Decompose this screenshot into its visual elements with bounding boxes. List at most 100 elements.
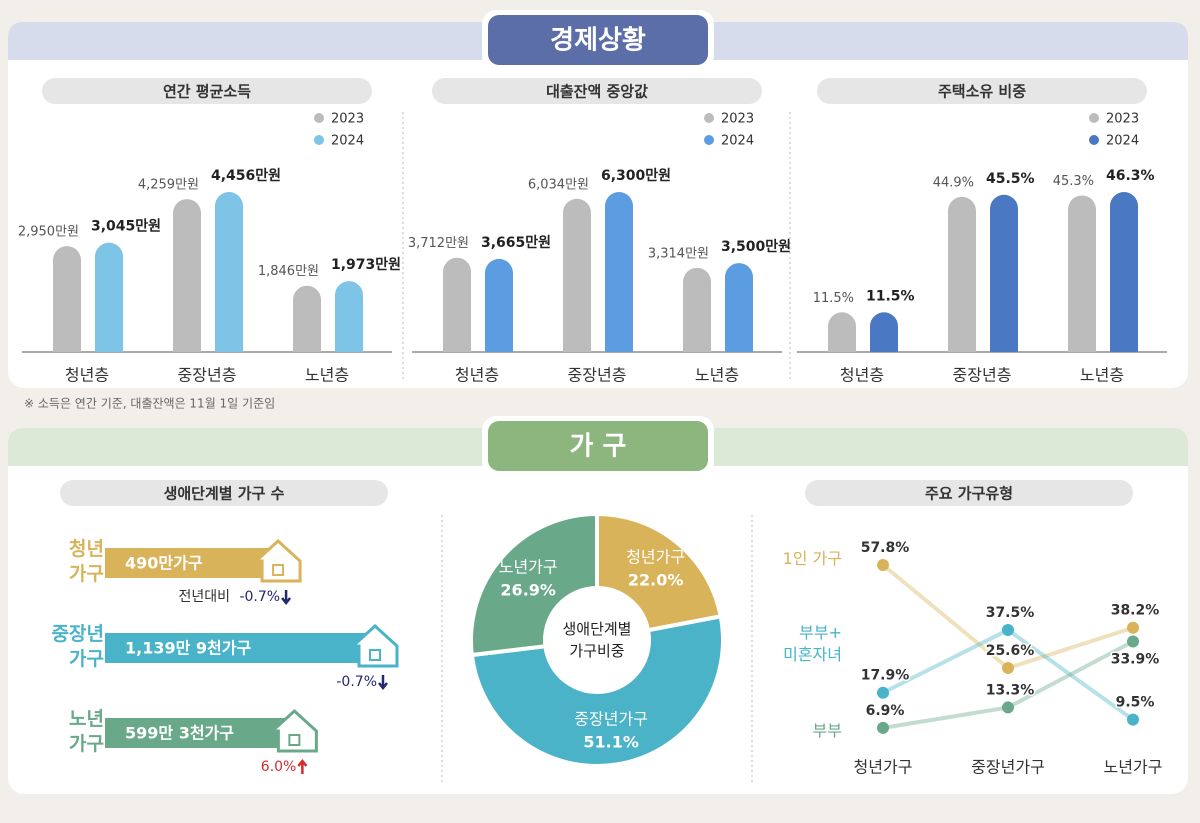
x-tick-label: 노년가구: [1104, 758, 1163, 777]
bar-foot: [1110, 338, 1138, 352]
bar-foot: [725, 338, 753, 352]
legend-label: 2024: [721, 134, 754, 149]
house-icon: [252, 538, 302, 583]
slice-value: 22.0%: [628, 571, 684, 590]
value-label: 33.9%: [1111, 651, 1160, 667]
chart-title-pill: [817, 78, 1147, 104]
point: [877, 721, 889, 734]
bar: [173, 199, 201, 352]
chart-title: 주택소유 비중: [938, 83, 1026, 101]
x-tick-label: 중장년층: [568, 366, 627, 385]
pie-slice: [595, 511, 724, 633]
row-label: 청년 가구: [69, 538, 104, 585]
bar: [605, 192, 633, 352]
x-tick-label: 중장년층: [953, 366, 1012, 385]
chart-title-pill: [42, 78, 372, 104]
value-label: 490만가구: [125, 554, 203, 573]
bar: [1068, 195, 1096, 352]
bar: [725, 263, 753, 352]
house-window: [272, 564, 285, 576]
slice-label: 노년가구: [499, 557, 558, 576]
bar-foot: [605, 338, 633, 352]
change-label: 6.0%: [261, 759, 297, 775]
slice-value: 51.1%: [583, 732, 639, 751]
legend-dot: [704, 135, 714, 145]
legend-dot: [704, 113, 714, 123]
pie-slice: [469, 511, 599, 658]
bar: [95, 242, 123, 352]
point: [1127, 621, 1139, 634]
house-icon: [268, 708, 318, 753]
slice-label: 중장년가구: [574, 709, 648, 728]
value-label: 44.9%: [933, 175, 974, 190]
chart-title-pill: [805, 480, 1133, 506]
legend-label: 2023: [721, 112, 754, 127]
footnote: ※ 소득은 연간 기준, 대출잔액은 11월 1일 기준임: [24, 397, 275, 411]
legend-dot: [314, 113, 324, 123]
legend-label: 2023: [1106, 112, 1139, 127]
legend-label: 2024: [331, 134, 364, 149]
bar: [683, 267, 711, 352]
slice-label: 청년가구: [626, 548, 685, 567]
value-label: 45.3%: [1053, 174, 1094, 189]
pie-slice: [469, 614, 725, 769]
bar: [990, 194, 1018, 352]
pie-center-label: 생애단계별 가구비중: [562, 620, 632, 660]
chart-title: 주요 가구유형: [925, 485, 1013, 503]
chart-title-pill: [60, 480, 388, 506]
x-tick-label: 청년층: [455, 366, 499, 385]
bar-foot: [53, 338, 81, 352]
bar: [485, 258, 513, 352]
value-label: 1,139만 9천가구: [125, 639, 251, 658]
bar-foot: [485, 338, 513, 352]
value-label: 3,712만원: [408, 236, 469, 251]
bar-foot: [1068, 338, 1096, 352]
bar: [53, 246, 81, 352]
legend-dot: [1089, 135, 1099, 145]
bar: [105, 548, 269, 578]
bar-foot: [95, 338, 123, 352]
legend-label: 2023: [331, 112, 364, 127]
value-label: 6,034만원: [528, 177, 589, 192]
row-label: 중장년 가구: [51, 623, 104, 670]
point: [1127, 713, 1139, 726]
point: [1002, 701, 1014, 714]
chart-title-pill: [432, 78, 762, 104]
point: [1002, 623, 1014, 636]
bar: [293, 285, 321, 352]
x-tick-label: 노년층: [695, 366, 739, 385]
bar: [105, 633, 365, 663]
series-name: 부부: [812, 721, 842, 740]
legend-label: 2024: [1106, 134, 1139, 149]
value-label: 11.5%: [813, 291, 854, 306]
x-tick-label: 중장년가구: [971, 758, 1045, 777]
bar-foot: [683, 338, 711, 352]
house-window: [288, 734, 301, 746]
point: [877, 686, 889, 699]
bar-foot: [870, 338, 898, 352]
x-tick-label: 청년층: [65, 366, 109, 385]
value-label: 37.5%: [986, 605, 1035, 621]
value-label: 25.6%: [986, 643, 1035, 659]
title-pill: [488, 421, 708, 471]
change-arrow: [297, 758, 308, 774]
value-label: 1,846만원: [258, 264, 319, 279]
value-label: 38.2%: [1111, 603, 1160, 619]
bar-foot: [563, 338, 591, 352]
section-title: 경제상황: [550, 26, 646, 56]
chart-title: 대출잔액 중앙값: [546, 83, 648, 101]
value-label: 13.3%: [986, 682, 1035, 698]
point: [1127, 635, 1139, 648]
chart-title: 연간 평균소득: [163, 83, 251, 101]
x-tick-label: 중장년층: [178, 366, 237, 385]
value-label: 9.5%: [1116, 695, 1155, 711]
legend-dot: [314, 135, 324, 145]
series-name: 1인 가구: [782, 549, 842, 568]
value-label: 3,045만원: [91, 219, 161, 235]
value-label: 45.5%: [986, 171, 1035, 187]
bar: [335, 281, 363, 352]
bar-foot: [293, 338, 321, 352]
bar-foot: [948, 338, 976, 352]
change-label: -0.7%: [336, 674, 377, 690]
